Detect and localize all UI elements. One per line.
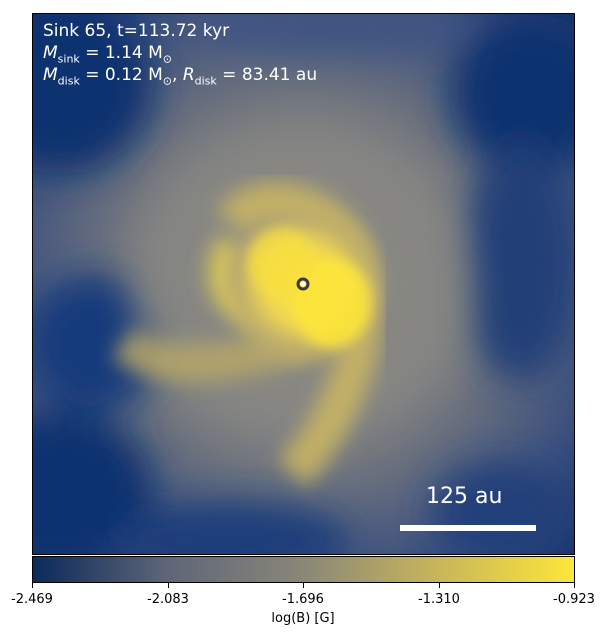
sink-marker: [296, 277, 310, 291]
colorbar-tick: [168, 583, 169, 588]
colorbar: [32, 556, 575, 583]
colorbar-tick: [439, 583, 440, 588]
colorbar-tick-label: -0.923: [553, 592, 595, 607]
colorbar-tick: [574, 583, 575, 588]
field-map-image: [33, 14, 574, 554]
low-field-regions: [33, 14, 574, 554]
colorbar-tick-label: -1.310: [418, 592, 460, 607]
colorbar-tick: [32, 583, 33, 588]
disk-properties-label: Mdisk = 0.12 M⊙, Rdisk = 83.41 au: [43, 65, 318, 88]
scale-bar: [400, 525, 536, 531]
colorbar-label: log(B) [G]: [271, 611, 335, 626]
colorbar-tick-label: -2.083: [147, 592, 189, 607]
sink-info-label: Sink 65, t=113.72 kyr: [43, 21, 230, 41]
colorbar-tick-label: -2.469: [11, 592, 53, 607]
magnetic-field-map: Sink 65, t=113.72 kyr Msink = 1.14 M⊙ Md…: [32, 13, 575, 555]
colorbar-tick: [303, 583, 304, 588]
scale-bar-label: 125 au: [426, 484, 503, 509]
colorbar-tick-label: -1.696: [282, 592, 324, 607]
sink-mass-label: Msink = 1.14 M⊙: [43, 43, 173, 66]
